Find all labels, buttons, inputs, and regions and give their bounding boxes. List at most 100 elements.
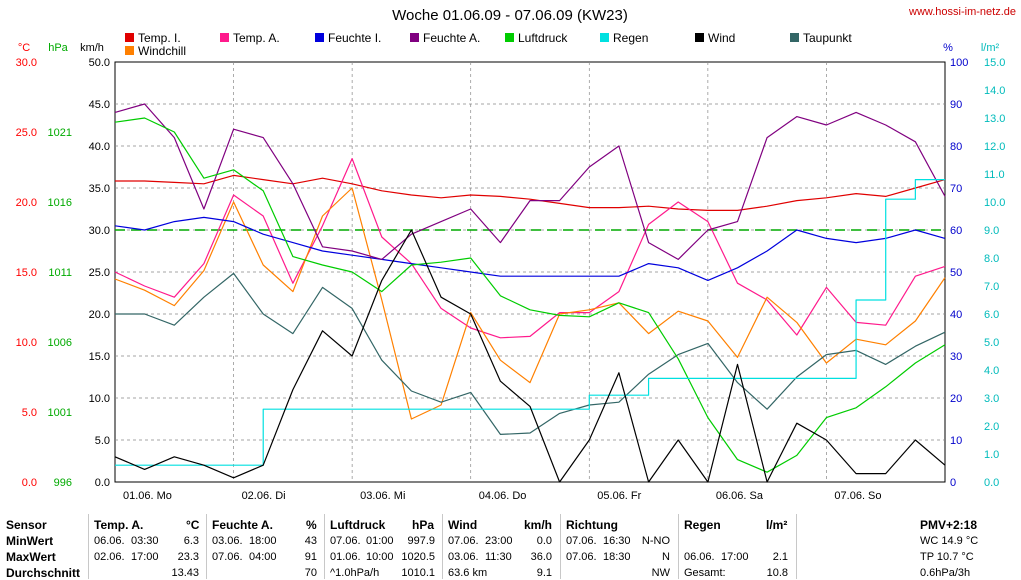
stats-pmv-dewpoint: TP 10.7 °C [920,551,974,563]
axis-tick-humidity: 10 [950,435,962,447]
axis-tick-rain: 10.0 [984,197,1005,209]
stats-wind-max-value: 36.0 [530,551,552,563]
axis-tick-wind: 45.0 [89,99,110,111]
axis-tick-rain: 14.0 [984,85,1005,97]
legend-item-regen: Regen [600,31,648,45]
stats-richtung-max-time: 18:30 [603,551,631,563]
axis-tick-wind: 0.0 [95,477,110,489]
axis-tick-humidity: 100 [950,57,968,69]
legend-item-windchill: Windchill [125,44,186,58]
series-line-taupunkt [115,272,946,435]
stats-pmv-pressure-trend: 0.6hPa/3h [920,567,971,579]
stats-wind-min-time: 23:00 [485,535,513,547]
legend-swatch [410,33,419,42]
stats-feuchte-a-min-time: 18:00 [249,535,277,547]
axis-tick-pressure: 1011 [48,267,72,279]
axis-tick-temp: 20.0 [16,197,37,209]
legend-swatch [600,33,609,42]
axis-unit-temp: °C [18,42,30,54]
series-line-feuchte-a [114,103,946,260]
stats-luftdruck-min-value: 997.9 [407,535,435,547]
stats-regen-total-label: Gesamt: [684,567,726,579]
axis-tick-humidity: 20 [950,393,962,405]
legend-item-feuchte-a: Feuchte A. [410,31,480,45]
stats-luftdruck-max-value: 1020.5 [401,551,435,563]
axis-tick-rain: 11.0 [984,169,1005,181]
legend: Temp. I.Windchill Temp. A. Feuchte I. Feuch… [125,31,852,58]
axis-tick-humidity: 30 [950,351,962,363]
legend-label: Taupunkt [803,31,852,45]
axis-tick-rain: 3.0 [984,393,999,405]
axis-unit-humidity: % [943,42,953,54]
axis-tick-temp: 5.0 [22,407,37,419]
x-tick-label: 05.06. Fr [597,490,641,502]
axis-tick-pressure: 1001 [48,407,72,419]
stats-luftdruck-min-time: 01:00 [366,535,394,547]
x-tick-label: 02.06. Di [242,490,286,502]
legend-swatch [315,33,324,42]
stats-luftdruck-min-date: 07.06. [330,535,361,547]
axis-tick-wind: 15.0 [89,351,110,363]
stats-temp-a-header: Temp. A. [94,518,144,532]
x-tick-label: 03.06. Mi [360,490,405,502]
stats-wind-min-value: 0.0 [536,535,552,547]
axis-tick-rain: 5.0 [984,337,999,349]
stats-temp-a-min-time: 03:30 [131,535,159,547]
stats-feuchte-a-max-value: 91 [304,551,317,563]
stats-feuchte-a-max-time: 04:00 [249,551,277,563]
legend-item-temp-a: Temp. A. [220,31,280,45]
stats-feuchte-a-min-date: 03.06. [212,535,243,547]
axis-tick-rain: 6.0 [984,309,999,321]
series-line-wind [114,229,946,483]
stats-luftdruck-trend: ^1.0hPa/h [330,567,380,579]
stats-richtung-min-date: 07.06. [566,535,597,547]
series-line-windchill [114,187,946,420]
axis-tick-temp: 15.0 [16,267,37,279]
legend-item-wind: Wind [695,31,735,45]
axis-tick-wind: 50.0 [89,57,110,69]
axis-tick-temp: 10.0 [16,337,37,349]
axis-tick-wind: 30.0 [89,225,110,237]
axis-unit-pressure: hPa [48,42,68,54]
site-link[interactable]: www.hossi-im-netz.de [908,6,1016,18]
axis-tick-pressure: 1006 [48,337,72,349]
stats-luftdruck-avg-value: 1010.1 [401,567,435,579]
x-tick-label: 07.06. So [834,490,881,502]
series-group [114,103,946,483]
stats-richtung-max-date: 07.06. [566,551,597,563]
axis-tick-temp: 0.0 [22,477,37,489]
stats-temp-a-min-date: 06.06. [94,535,125,547]
stats-temp-a-unit: °C [186,518,200,532]
stats-sensor-header: Sensor [6,518,47,532]
stats-feuchte-a-header: Feuchte A. [212,518,273,532]
stats-pmv-windchill: WC 14.9 °C [920,535,979,547]
axis-tick-humidity: 40 [950,309,962,321]
legend-item-feuchte-i: Feuchte I. [315,31,381,45]
x-tick-label: 06.06. Sa [716,490,764,502]
axis-unit-wind: km/h [80,42,104,54]
x-tick-label: 01.06. Mo [123,490,172,502]
legend-label: Regen [613,31,648,45]
stats-feuchte-a-unit: % [306,518,317,532]
axis-tick-rain: 9.0 [984,225,999,237]
legend-label: Feuchte I. [328,31,381,45]
series-line-regen [115,179,945,466]
axis-tick-humidity: 50 [950,267,962,279]
legend-label: Temp. A. [233,31,280,45]
axis-tick-rain: 7.0 [984,281,999,293]
stats-feuchte-a-avg-value: 70 [304,567,317,579]
series-line-temp-i [115,174,946,211]
legend-label: Windchill [138,44,186,58]
axis-tick-humidity: 0 [950,477,956,489]
stats-richtung-avg-value: NW [651,567,670,579]
legend-swatch [695,33,704,42]
stats-richtung-max-value: N [662,551,670,563]
stats-regen-max-time: 17:00 [721,551,749,563]
chart-title: Woche 01.06.09 - 07.06.09 (KW23) [392,7,628,24]
axes: °C 0.0 5.0 10.0 15.0 20.0 25.0 30.0 hPa 996 1001 10… [16,42,1006,502]
stats-avg-label: Durchschnitt [6,566,81,580]
x-tick-label: 04.06. Do [479,490,527,502]
stats-wind-max-time: 11:30 [485,551,512,563]
axis-tick-wind: 20.0 [89,309,110,321]
axis-tick-rain: 8.0 [984,253,999,265]
